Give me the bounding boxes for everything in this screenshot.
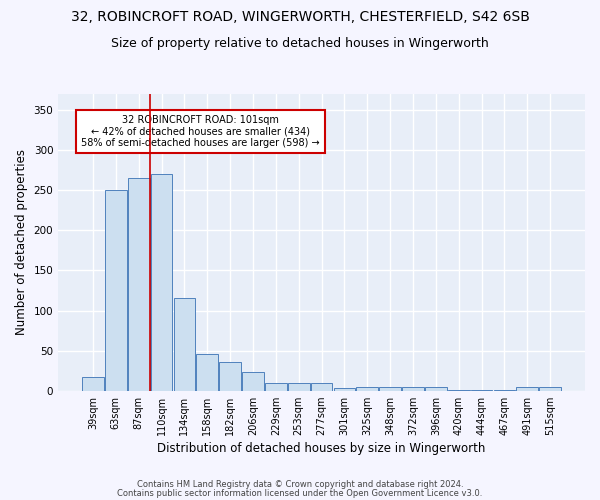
- Bar: [196, 354, 218, 391]
- Bar: [288, 382, 310, 390]
- Bar: [151, 174, 172, 390]
- Text: Contains HM Land Registry data © Crown copyright and database right 2024.: Contains HM Land Registry data © Crown c…: [137, 480, 463, 489]
- Bar: [402, 386, 424, 390]
- Text: 32, ROBINCROFT ROAD, WINGERWORTH, CHESTERFIELD, S42 6SB: 32, ROBINCROFT ROAD, WINGERWORTH, CHESTE…: [71, 10, 529, 24]
- Bar: [173, 298, 195, 390]
- Text: Size of property relative to detached houses in Wingerworth: Size of property relative to detached ho…: [111, 38, 489, 51]
- Bar: [539, 388, 561, 390]
- Bar: [356, 386, 378, 390]
- Y-axis label: Number of detached properties: Number of detached properties: [15, 150, 28, 336]
- Bar: [379, 386, 401, 390]
- Bar: [128, 178, 149, 390]
- Bar: [219, 362, 241, 390]
- Text: 32 ROBINCROFT ROAD: 101sqm
← 42% of detached houses are smaller (434)
58% of sem: 32 ROBINCROFT ROAD: 101sqm ← 42% of deta…: [81, 115, 320, 148]
- Text: Contains public sector information licensed under the Open Government Licence v3: Contains public sector information licen…: [118, 488, 482, 498]
- X-axis label: Distribution of detached houses by size in Wingerworth: Distribution of detached houses by size …: [157, 442, 486, 455]
- Bar: [311, 382, 332, 390]
- Bar: [517, 388, 538, 390]
- Bar: [242, 372, 264, 390]
- Bar: [425, 388, 447, 390]
- Bar: [334, 388, 355, 390]
- Bar: [105, 190, 127, 390]
- Bar: [265, 382, 287, 390]
- Bar: [82, 377, 104, 390]
